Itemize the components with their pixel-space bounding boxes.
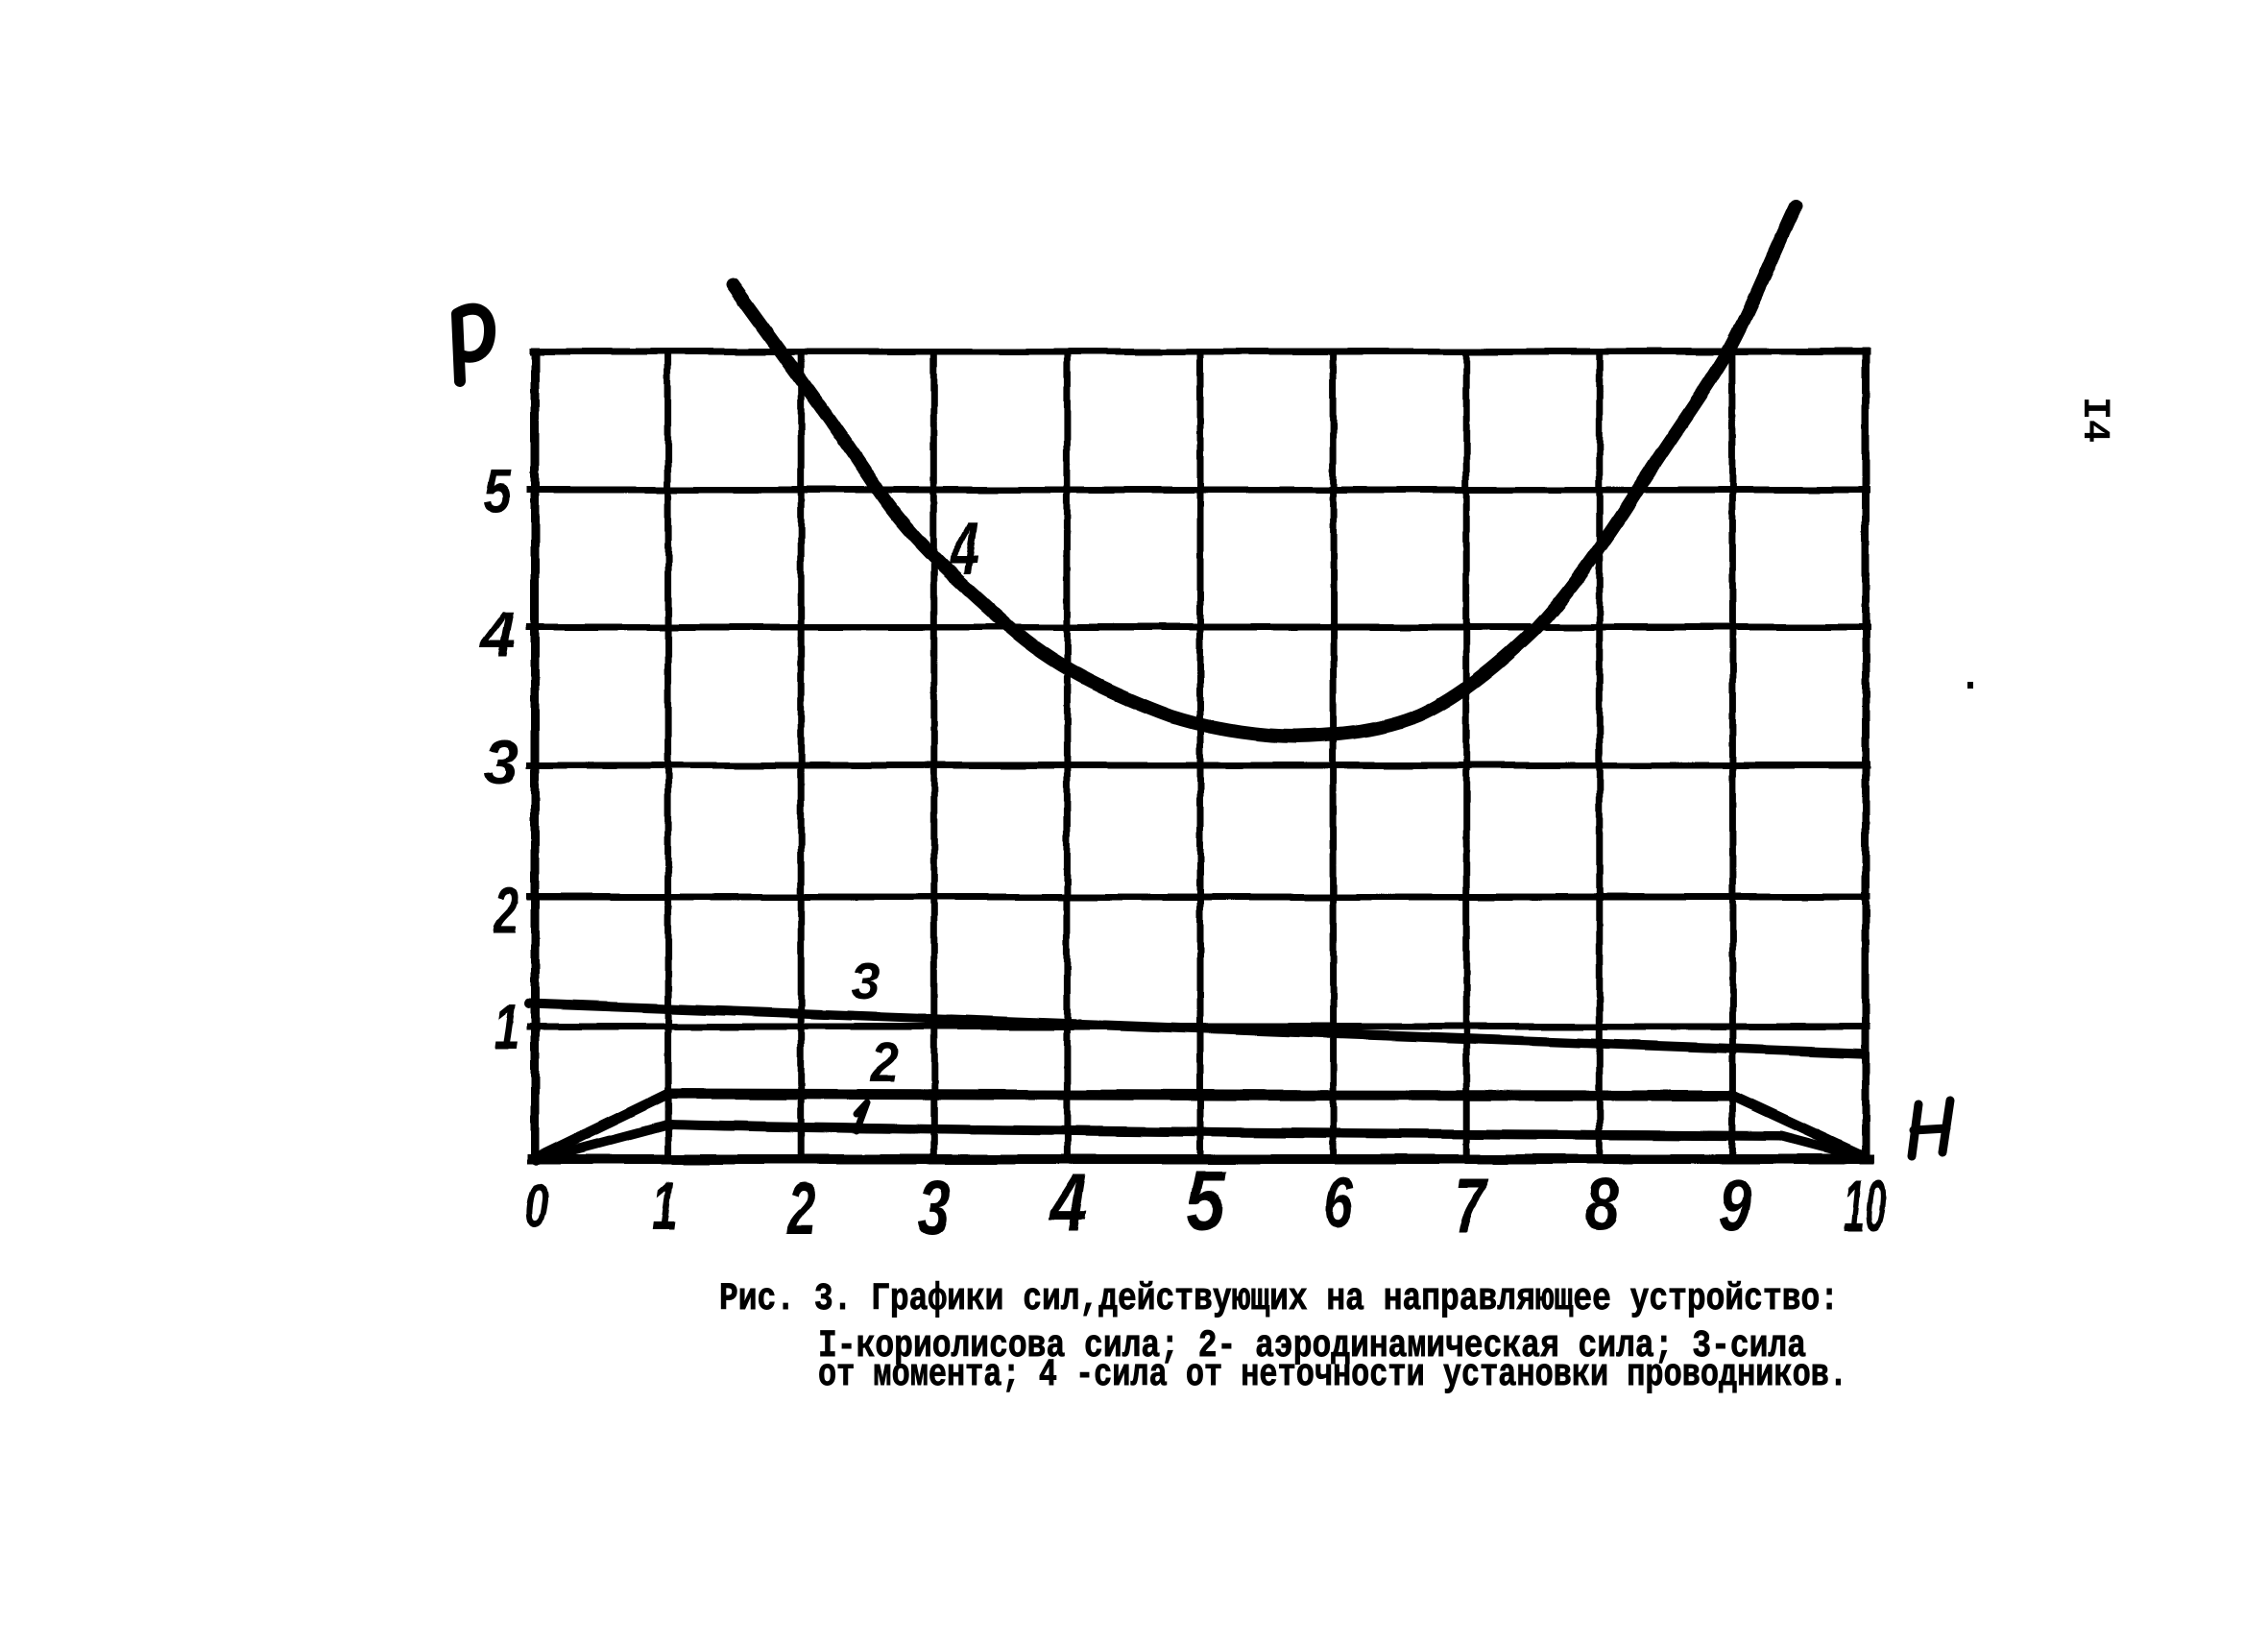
svg-text:3: 3	[484, 728, 519, 797]
svg-text:8: 8	[1584, 1161, 1620, 1246]
svg-text:9: 9	[1719, 1165, 1751, 1246]
svg-text:2: 2	[493, 874, 519, 947]
svg-text:4: 4	[949, 506, 978, 591]
svg-text:1: 1	[652, 1168, 678, 1245]
svg-text:6: 6	[1324, 1165, 1354, 1242]
svg-text:5: 5	[1186, 1152, 1226, 1247]
svg-text:2: 2	[870, 1031, 899, 1094]
svg-text:4: 4	[479, 598, 516, 671]
svg-text:10: 10	[1844, 1166, 1886, 1247]
svg-text:Рис. 3. Графики сил,действующи: Рис. 3. Графики сил,действующих на напра…	[719, 1278, 1839, 1321]
svg-text:3: 3	[918, 1165, 951, 1250]
svg-text:4: 4	[1049, 1157, 1088, 1249]
svg-text:0: 0	[525, 1171, 549, 1240]
svg-text:5: 5	[484, 458, 513, 525]
svg-text:3: 3	[851, 953, 881, 1010]
svg-text:1: 1	[495, 991, 520, 1063]
svg-text:2: 2	[786, 1166, 815, 1250]
svg-text:I4: I4	[2072, 397, 2115, 443]
svg-text:от момента; 4 -сила от неточно: от момента; 4 -сила от неточности устано…	[818, 1354, 1847, 1397]
svg-text:I-кориолисова сила; 2- аэродин: I-кориолисова сила; 2- аэродинамическая …	[818, 1325, 1806, 1368]
svg-text:7: 7	[1455, 1163, 1489, 1248]
